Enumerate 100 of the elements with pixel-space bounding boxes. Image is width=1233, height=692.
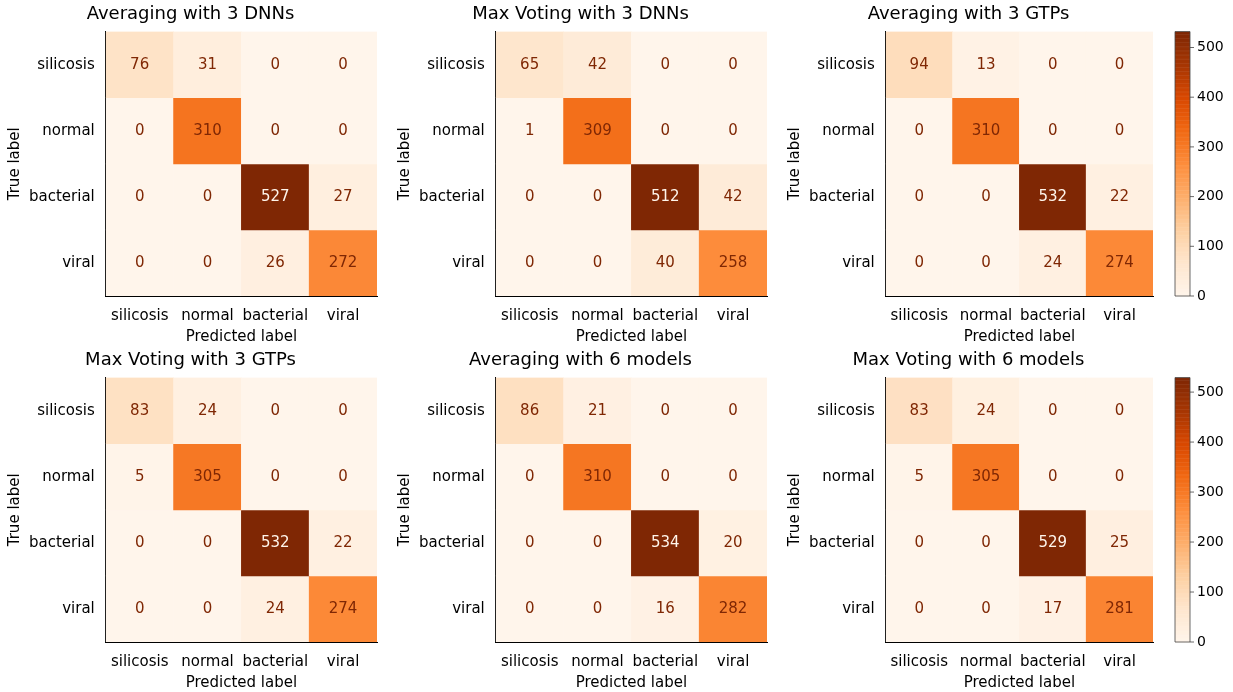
data-label: 24 <box>197 400 218 419</box>
data-label: 0 <box>728 400 738 419</box>
data-label: 0 <box>270 400 281 419</box>
chart-title: Averaging with 3 GTPs <box>867 2 1070 24</box>
data-label: 0 <box>981 598 991 617</box>
data-label: 21 <box>587 400 608 419</box>
data-label: 0 <box>592 532 603 551</box>
color-bar-label: 400 <box>1197 432 1224 449</box>
x-tick-label: normal <box>959 651 1013 670</box>
y-tick-label: viral <box>62 598 95 617</box>
chart-title: Averaging with 3 DNNs <box>86 2 295 24</box>
chart-title: Max Voting with 3 GTPs <box>85 348 296 370</box>
x-tick-label: silicosis <box>500 305 559 324</box>
color-bar-label: 500 <box>1197 382 1224 399</box>
data-label: 22 <box>1110 186 1130 205</box>
x-tick-label: bacterial <box>632 305 699 324</box>
x-axis-title: Predicted label <box>185 326 298 345</box>
y-tick-label: silicosis <box>817 54 875 73</box>
data-label: 0 <box>728 54 738 73</box>
chart-title: Max Voting with 6 models <box>852 348 1085 370</box>
data-label: 274 <box>1105 252 1134 271</box>
data-label: 0 <box>660 466 671 485</box>
x-tick-label: bacterial <box>242 305 309 324</box>
data-label: 0 <box>338 54 348 73</box>
x-axis-title: Predicted label <box>963 326 1076 345</box>
x-axis-title: Predicted label <box>575 326 688 345</box>
data-label: 0 <box>728 120 738 139</box>
data-label: 83 <box>130 400 150 419</box>
data-label: 0 <box>660 120 671 139</box>
data-label: 274 <box>328 598 358 617</box>
x-tick-label: normal <box>181 305 234 324</box>
data-label: 24 <box>976 400 996 419</box>
data-label: 0 <box>338 120 348 139</box>
data-label: 0 <box>202 598 213 617</box>
color-bar-label: 500 <box>1197 38 1224 55</box>
y-tick-label: viral <box>62 252 95 271</box>
x-tick-label: bacterial <box>1019 651 1086 670</box>
data-label: 0 <box>1048 400 1058 419</box>
x-tick-label: normal <box>181 651 234 670</box>
data-label: 310 <box>193 120 222 139</box>
data-label: 0 <box>914 598 924 617</box>
x-tick-label: viral <box>326 651 360 670</box>
data-label: 5 <box>134 466 145 485</box>
data-label: 0 <box>524 252 535 271</box>
data-label: 0 <box>524 532 535 551</box>
y-tick-label: silicosis <box>817 400 875 419</box>
data-label: 309 <box>583 120 612 139</box>
data-label: 0 <box>134 120 145 139</box>
y-tick-label: bacterial <box>419 186 485 205</box>
x-tick-label: bacterial <box>632 651 699 670</box>
y-tick-label: viral <box>452 252 485 271</box>
data-label: 305 <box>971 466 1001 485</box>
data-label: 42 <box>723 186 743 205</box>
color-bar-label: 200 <box>1197 532 1224 549</box>
color-bar-label: 0 <box>1197 286 1206 303</box>
x-axis-title: Predicted label <box>575 672 688 691</box>
x-tick-label: bacterial <box>1019 305 1086 324</box>
y-tick-label: normal <box>822 466 875 485</box>
data-label: 0 <box>202 186 213 205</box>
data-label: 0 <box>202 532 213 551</box>
x-tick-label: silicosis <box>110 651 169 670</box>
data-label: 0 <box>592 598 603 617</box>
data-label: 529 <box>1038 532 1068 551</box>
x-tick-label: viral <box>1103 305 1136 324</box>
data-label: 0 <box>270 120 281 139</box>
chart-title: Averaging with 6 models <box>469 348 692 370</box>
y-axis-title: True label <box>4 473 23 548</box>
y-tick-label: normal <box>432 466 485 485</box>
data-label: 0 <box>270 54 281 73</box>
data-label: 0 <box>981 252 991 271</box>
y-tick-label: viral <box>842 598 875 617</box>
y-tick-label: normal <box>432 120 485 139</box>
y-axis-title: True label <box>784 473 803 548</box>
data-label: 0 <box>592 186 603 205</box>
x-tick-label: viral <box>716 305 750 324</box>
x-axis-title: Predicted label <box>185 672 298 691</box>
data-label: 0 <box>1048 54 1058 73</box>
y-axis-title: True label <box>394 473 413 548</box>
y-tick-label: bacterial <box>419 532 485 551</box>
y-tick-label: silicosis <box>37 54 95 73</box>
y-tick-label: silicosis <box>427 54 485 73</box>
y-tick-label: viral <box>842 252 875 271</box>
data-label: 512 <box>650 186 680 205</box>
x-tick-label: normal <box>959 305 1013 324</box>
data-label: 0 <box>270 466 281 485</box>
data-label: 0 <box>524 598 535 617</box>
data-label: 310 <box>583 466 612 485</box>
data-label: 26 <box>265 252 285 271</box>
data-label: 42 <box>587 54 608 73</box>
data-label: 25 <box>1110 532 1130 551</box>
data-label: 0 <box>338 400 348 419</box>
x-tick-label: viral <box>716 651 750 670</box>
y-tick-label: silicosis <box>37 400 95 419</box>
data-label: 0 <box>134 532 145 551</box>
y-tick-label: normal <box>42 466 95 485</box>
color-bar-label: 100 <box>1197 582 1224 599</box>
color-bar-label: 400 <box>1197 87 1224 104</box>
data-label: 27 <box>333 186 353 205</box>
y-tick-label: bacterial <box>29 532 95 551</box>
x-tick-label: normal <box>571 305 624 324</box>
